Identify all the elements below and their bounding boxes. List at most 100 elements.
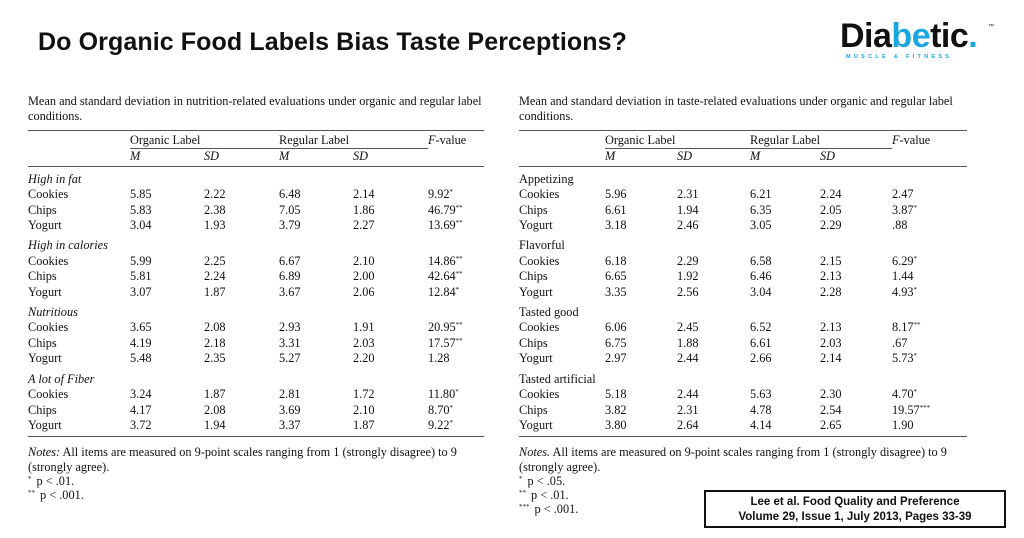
cell-osd: 2.22 [204,187,226,202]
cell-rsd: 2.65 [820,417,892,438]
cell-f: 2.47 [892,187,914,202]
sd-header: SD [353,148,428,167]
cell-osd: 2.44 [677,387,699,402]
cell-item: Cookies [519,320,560,335]
cell-rsd: 2.29 [820,218,842,233]
cell-om: 3.04 [130,218,152,233]
table-row: Cookies 3.24 1.87 2.81 1.72 11.80* [28,387,484,402]
cell-f: 8.17** [892,320,921,335]
cell-f: .67 [892,335,908,350]
cell-rsd: 2.54 [820,402,842,417]
cell-osd: 1.94 [204,417,279,438]
footnote: * p < .05. [519,474,566,489]
cell-om: 3.65 [130,320,152,335]
cell-rsd: 2.24 [820,187,842,202]
cell-rm: 3.04 [750,284,772,299]
cell-f: 1.28 [428,351,450,366]
significance-mark: ** [455,219,463,228]
cell-f: 20.95** [428,320,463,335]
cell-item: Cookies [519,387,560,402]
cell-item: Cookies [28,187,69,202]
table-row: Cookies 6.06 2.45 6.52 2.13 8.17** [519,320,967,335]
footnote: *** p < .001. [519,502,579,517]
cell-osd: 2.31 [677,187,699,202]
citation-line: Lee et al. Food Quality and Preference [750,496,960,508]
sd-header: SD [820,148,892,167]
cell-f: 6.29* [892,253,918,268]
cell-om: 2.97 [605,351,627,366]
cell-om: 3.80 [605,417,677,438]
cell-osd: 2.24 [204,269,226,284]
cell-rm: 6.58 [750,253,772,268]
section-row: Nutritious [28,300,484,320]
cell-f: 46.79** [428,202,463,217]
regular-label-header: Regular Label [750,129,892,150]
table-row: Cookies 5.96 2.31 6.21 2.24 2.47 [519,187,967,202]
section-title: Flavorful [519,238,565,253]
cell-rsd: 2.06 [353,284,375,299]
cell-rm: 6.89 [279,269,301,284]
cell-rm: 6.67 [279,253,301,268]
cell-f: 9.92* [428,187,454,202]
significance-mark: * [913,352,918,361]
cell-rm: 6.35 [750,202,772,217]
table-row: Yogurt 5.48 2.35 5.27 2.20 1.28 [28,351,484,366]
nutrition-table-panel: Mean and standard deviation in nutrition… [28,94,484,502]
table-row: Chips 6.75 1.88 6.61 2.03 .67 [519,336,967,351]
cell-osd: 1.88 [677,335,699,350]
cell-rsd: 2.03 [353,335,375,350]
cell-f: 42.64** [428,269,463,284]
table-row: Cookies 3.65 2.08 2.93 1.91 20.95** [28,320,484,335]
cell-item: Cookies [28,253,69,268]
cell-item: Yogurt [519,218,553,233]
taste-table: Organic Label Regular Label F-value M SD… [519,129,967,438]
table-row: Yogurt 3.72 1.94 3.37 1.87 9.22* [28,417,484,438]
section-title: A lot of Fiber [28,371,95,386]
m-header: M [130,148,204,167]
cell-rm: 4.78 [750,402,772,417]
cell-om: 3.82 [605,402,627,417]
m-header: M [750,148,820,167]
table-notes: Notes: All items are measured on 9-point… [28,445,457,474]
brand-logo: Diabetic. ™ MUSCLE & FITNESS [840,18,1000,68]
cell-f: .88 [892,218,908,233]
cell-rsd: 1.86 [353,202,375,217]
cell-item: Yogurt [519,284,553,299]
cell-f: 8.70* [428,402,454,417]
table-row: Yogurt 3.07 1.87 3.67 2.06 12.84* [28,285,484,300]
significance-mark: ** [455,203,463,212]
cell-rsd: 1.91 [353,320,375,335]
significance-mark: * [449,188,454,197]
cell-osd: 2.18 [204,335,226,350]
cell-rm: 6.61 [750,335,772,350]
cell-om: 5.18 [605,387,627,402]
cell-item: Chips [28,269,57,284]
table-row: Cookies 6.18 2.29 6.58 2.15 6.29* [519,254,967,269]
cell-rsd: 2.10 [353,253,375,268]
cell-item: Chips [28,202,57,217]
cell-om: 3.07 [130,284,152,299]
cell-om: 5.83 [130,202,152,217]
table-row: Chips 6.65 1.92 6.46 2.13 1.44 [519,269,967,284]
cell-rm: 3.05 [750,218,772,233]
cell-rm: 2.93 [279,320,301,335]
cell-osd: 2.38 [204,202,226,217]
cell-osd: 2.45 [677,320,699,335]
cell-osd: 2.08 [204,402,226,417]
section-row: High in fat [28,166,484,187]
cell-om: 6.65 [605,269,627,284]
citation-line: Volume 29, Issue 1, July 2013, Pages 33-… [738,511,972,523]
fvalue-header: F-value [428,129,484,149]
section-title: Nutritious [28,305,78,320]
cell-osd: 1.87 [204,284,226,299]
cell-rsd: 2.05 [820,202,842,217]
table-row: Chips 4.17 2.08 3.69 2.10 8.70* [28,403,484,418]
cell-om: 6.06 [605,320,627,335]
table-caption: Mean and standard deviation in taste-rel… [519,94,953,123]
significance-mark: ** [455,254,463,263]
cell-item: Chips [519,335,548,350]
cell-rm: 7.05 [279,202,301,217]
cell-osd: 2.25 [204,253,226,268]
table-notes: Notes. All items are measured on 9-point… [519,445,947,474]
section-row: Tasted good [519,300,967,320]
